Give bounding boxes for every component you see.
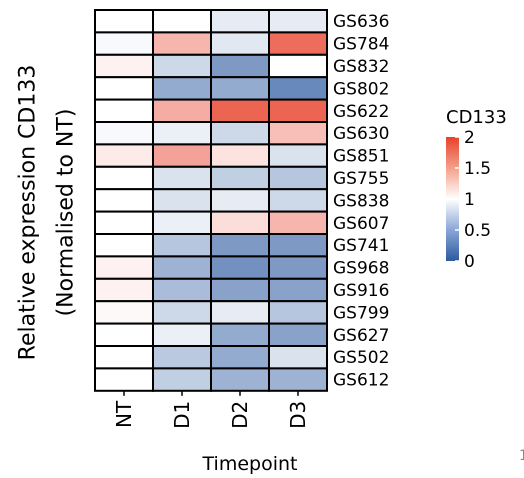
heatmap-cell: [268, 322, 328, 348]
heatmap-cells: [94, 9, 328, 392]
legend-tick-label: 1.5: [464, 159, 491, 179]
heatmap-cell: [268, 367, 328, 392]
column-label: D3: [286, 401, 310, 429]
heatmap-cell: [268, 277, 328, 303]
heatmap-cell: [152, 143, 212, 168]
heatmap-cell: [268, 233, 328, 258]
legend-tick-label: 2: [464, 128, 475, 148]
row-label: GS832: [333, 57, 389, 77]
heatmap-cell: [152, 76, 212, 101]
heatmap-cell: [268, 9, 328, 34]
heatmap-cell: [268, 255, 328, 280]
heatmap-cell: [152, 277, 212, 303]
legend-tick-label: 1: [464, 190, 475, 210]
heatmap-cell: [268, 300, 328, 325]
heatmap-cell: [210, 300, 270, 325]
heatmap-cell: [210, 277, 270, 303]
y-axis-title: Relative expression CD133 (Normalised to…: [4, 32, 104, 392]
heatmap-cell: [152, 121, 212, 146]
legend-ticks: 2 1.5 1 0.5 0: [455, 128, 491, 272]
legend-title: CD133: [446, 107, 507, 128]
heatmap-cell: [152, 165, 212, 191]
heatmap-cell: [152, 367, 212, 392]
heatmap-cell: [152, 255, 212, 280]
row-label: GS851: [333, 147, 389, 167]
heatmap-cell: [152, 233, 212, 258]
heatmap-cell: [210, 31, 270, 56]
heatmap-cell: [210, 53, 270, 79]
legend-tick-label: 0.5: [464, 221, 491, 241]
heatmap-cell: [268, 345, 328, 370]
heatmap-cell: [152, 300, 212, 325]
row-label: GS636: [333, 12, 389, 32]
heatmap-cell: [210, 367, 270, 392]
heatmap-cell: [152, 53, 212, 79]
row-label: GS799: [333, 303, 389, 323]
row-label: GS627: [333, 326, 389, 346]
heatmap-cell: [210, 322, 270, 348]
heatmap-cell: [268, 210, 328, 236]
heatmap-cell: [268, 53, 328, 79]
row-label: GS607: [333, 214, 389, 234]
row-label: GS802: [333, 79, 389, 99]
heatmap-cell: [152, 98, 212, 123]
heatmap-cell: [210, 233, 270, 258]
heatmap-cell: [210, 188, 270, 213]
heatmap-cell: [210, 165, 270, 191]
row-label: GS741: [333, 236, 389, 256]
heatmap-cell: [268, 31, 328, 56]
heatmap-cell: [268, 121, 328, 146]
heatmap-cell: [268, 165, 328, 191]
heatmap-cell: [210, 210, 270, 236]
heatmap-cell: [268, 76, 328, 101]
row-label: GS916: [333, 281, 389, 301]
heatmap-cell: [210, 98, 270, 123]
heatmap-cell: [152, 9, 212, 34]
color-legend: 2 1.5 1 0.5 0: [446, 128, 491, 272]
heatmap-cell: [210, 76, 270, 101]
row-label: GS838: [333, 191, 389, 211]
column-label: D1: [170, 401, 194, 429]
heatmap-cell: [210, 121, 270, 146]
heatmap-cell: [152, 210, 212, 236]
heatmap-cell: [210, 9, 270, 34]
row-label: GS612: [333, 371, 389, 391]
y-axis-title-line1: Relative expression CD133: [15, 64, 41, 360]
row-label: GS622: [333, 102, 389, 122]
heatmap-cell: [268, 98, 328, 123]
y-axis-title-line2: (Normalised to NT): [53, 108, 79, 316]
row-label: GS755: [333, 169, 389, 189]
column-label: D2: [228, 401, 252, 429]
x-axis-title: Timepoint: [202, 453, 298, 475]
row-label: GS784: [333, 35, 389, 55]
heatmap-cell: [210, 255, 270, 280]
edge-mark: 1: [519, 448, 524, 464]
heatmap-cell: [152, 31, 212, 56]
row-label: GS502: [333, 348, 389, 368]
heatmap-cell: [210, 345, 270, 370]
heatmap-cell: [152, 345, 212, 370]
row-label: GS630: [333, 124, 389, 144]
heatmap-cell: [94, 9, 154, 34]
heatmap-cell: [152, 322, 212, 348]
column-label: NT: [112, 400, 136, 428]
column-labels: NT D1 D2 D3: [112, 390, 310, 429]
heatmap-cell: [268, 188, 328, 213]
heatmap-cell: [268, 143, 328, 168]
heatmap-cell: [210, 143, 270, 168]
row-label: GS968: [333, 259, 389, 279]
heatmap-cell: [152, 188, 212, 213]
legend-tick-label: 0: [464, 252, 475, 272]
